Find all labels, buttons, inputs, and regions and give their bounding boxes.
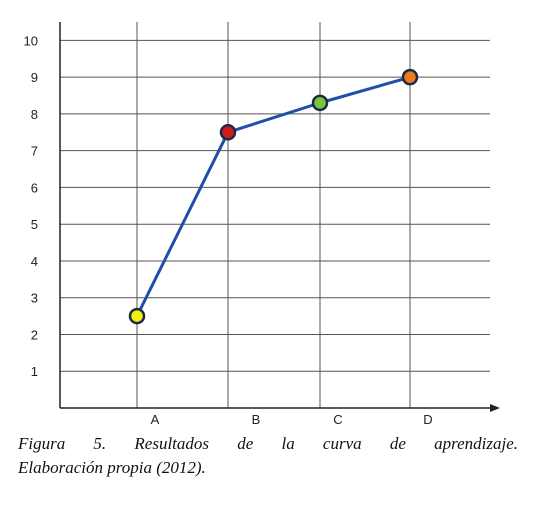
caption-title: Figura 5. Resultados de la curva de apre…: [18, 434, 518, 453]
y-tick-label: 8: [31, 107, 38, 122]
series-line: [135, 75, 411, 317]
figure-caption: Figura 5. Resultados de la curva de apre…: [18, 432, 518, 480]
data-point-A: [128, 307, 146, 325]
caption-source: Elaboración propia (2012).: [18, 458, 206, 477]
series-line-path: [135, 75, 411, 317]
x-tick-label: D: [423, 412, 432, 427]
grid-lines: [60, 22, 490, 408]
x-tick-labels: A B C D: [151, 412, 433, 427]
x-tick-label: B: [252, 412, 261, 427]
learning-curve-chart: 1 2 3 4 5 6 7 8 9 10 A B C D: [24, 22, 500, 427]
data-point-B: [219, 124, 237, 141]
y-tick-label: 9: [31, 70, 38, 85]
y-tick-label: 3: [31, 291, 38, 306]
y-tick-label: 10: [24, 33, 38, 48]
y-tick-label: 1: [31, 364, 38, 379]
data-point-D: [401, 68, 419, 86]
y-tick-label: 4: [31, 254, 38, 269]
y-tick-labels: 1 2 3 4 5 6 7 8 9 10: [24, 33, 38, 379]
data-point-C: [311, 94, 329, 112]
x-tick-label: C: [333, 412, 342, 427]
y-tick-label: 5: [31, 217, 38, 232]
data-points: [128, 68, 419, 325]
axes: [59, 22, 500, 412]
y-tick-label: 7: [31, 144, 38, 159]
y-tick-label: 6: [31, 180, 38, 195]
x-tick-label: A: [151, 412, 160, 427]
y-tick-label: 2: [31, 327, 38, 342]
